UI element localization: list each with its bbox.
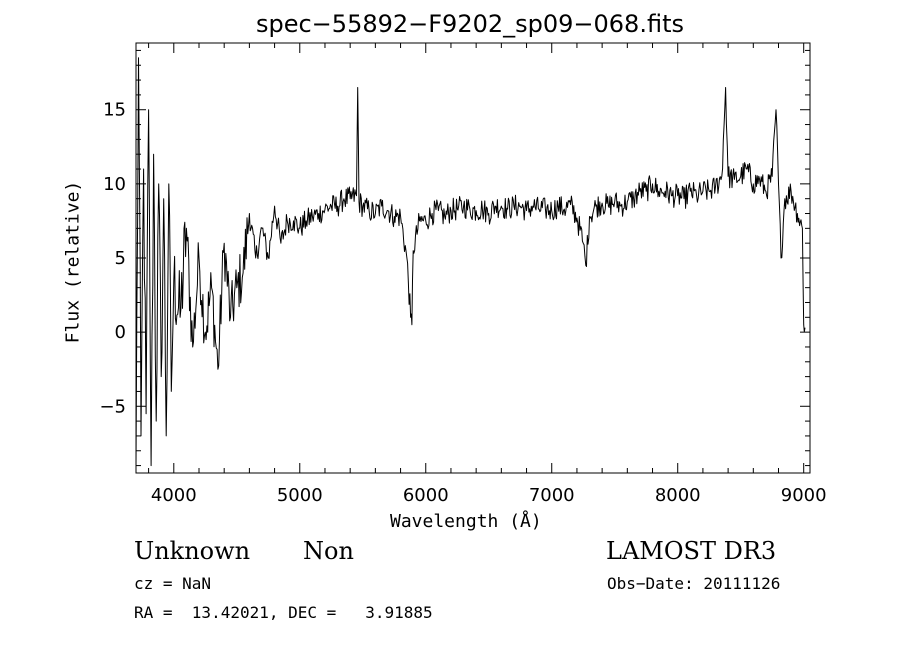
- survey-name: LAMOST DR3: [606, 537, 777, 565]
- x-tick-label: 8000: [655, 485, 701, 506]
- x-tick-label: 4000: [151, 485, 197, 506]
- y-tick-label: 15: [103, 100, 126, 121]
- x-tick-label: 6000: [403, 485, 449, 506]
- object-class: Unknown: [134, 537, 251, 565]
- redshift-readout: cz = NaN: [134, 574, 212, 593]
- plot-frame: [135, 42, 811, 474]
- x-tick-label: 7000: [529, 485, 575, 506]
- x-axis-label: Wavelength (Å): [390, 511, 542, 532]
- y-tick-label: 10: [103, 174, 126, 195]
- y-tick-label: 0: [115, 322, 126, 343]
- spectrum-line: [135, 57, 806, 467]
- y-tick-label: 5: [115, 248, 126, 269]
- y-axis-label: Flux (relative): [62, 180, 84, 344]
- object-subclass: Non: [303, 537, 354, 565]
- obs-date: Obs−Date: 20111126: [607, 574, 781, 593]
- chart-title: spec−55892−F9202_sp09−068.fits: [255, 10, 684, 38]
- x-tick-label: 5000: [277, 485, 323, 506]
- coordinates: RA = 13.42021, DEC = 3.91885: [134, 603, 433, 622]
- x-tick-label: 9000: [781, 485, 827, 506]
- y-tick-label: −5: [99, 396, 126, 417]
